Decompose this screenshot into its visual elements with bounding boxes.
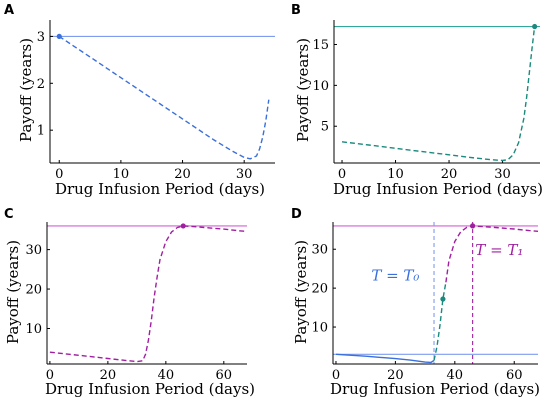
panel-c-marker bbox=[180, 223, 186, 229]
panel-b-ylabel: Payoff (years) bbox=[294, 38, 312, 142]
panel-a: A 0 10 20 30 1 2 3 Drug Infusion Period (days)… bbox=[4, 3, 275, 198]
panel-a-x-tick-label: 20 bbox=[174, 167, 191, 182]
panel-d-x-tick-label: 40 bbox=[447, 368, 464, 383]
panel-d-y-tick-label: 20 bbox=[311, 282, 328, 297]
panel-c-y-tick-label: 20 bbox=[25, 283, 42, 298]
panel-d-series-line bbox=[433, 282, 447, 361]
panel-d-x-tick-label: 60 bbox=[506, 368, 523, 383]
panel-d-marker bbox=[440, 296, 446, 302]
panel-b-marker bbox=[532, 23, 538, 30]
panel-a-letter: A bbox=[4, 3, 14, 18]
panel-a-y-tick-label: 3 bbox=[37, 30, 45, 45]
panel-c-series-line bbox=[49, 225, 248, 363]
panel-b-x-tick-label: 20 bbox=[441, 167, 458, 182]
panel-d: D 0 20 40 60 10 20 30 T = T₀ T = T₁ Drug Infusio… bbox=[291, 207, 540, 398]
panel-d-series-line bbox=[335, 353, 435, 364]
panel-a-xlabel: Drug Infusion Period (days) bbox=[55, 180, 265, 198]
panel-c-x-tick-label: 0 bbox=[46, 368, 54, 383]
panel-a-ylabel: Payoff (years) bbox=[17, 38, 35, 142]
panel-d-annotation: T = T₁ bbox=[475, 241, 523, 259]
panel-b-plot: 0 10 20 30 5 10 15 bbox=[312, 20, 540, 182]
panel-d-letter: D bbox=[291, 207, 302, 222]
panel-b-letter: B bbox=[291, 3, 301, 18]
panel-a-marker bbox=[56, 33, 62, 40]
panel-c-x-tick-label: 40 bbox=[158, 368, 175, 383]
panel-d-marker bbox=[470, 223, 476, 229]
panel-c-xlabel: Drug Infusion Period (days) bbox=[45, 380, 255, 398]
panel-d-annotation: T = T₀ bbox=[371, 266, 419, 284]
panel-d-x-tick-label: 20 bbox=[387, 368, 404, 383]
panel-a-x-tick-label: 30 bbox=[236, 167, 253, 182]
panel-a-x-tick-label: 10 bbox=[113, 167, 130, 182]
panel-d-x-tick-label: 0 bbox=[332, 368, 340, 383]
panel-a-x-tick-label: 0 bbox=[55, 167, 63, 182]
panel-d-xlabel: Drug Infusion Period (days) bbox=[330, 380, 540, 398]
panel-d-y-tick-label: 10 bbox=[311, 321, 328, 336]
panel-d-y-tick-label: 30 bbox=[311, 243, 328, 258]
panel-a-y-tick-label: 1 bbox=[37, 124, 45, 139]
panel-b-y-tick-label: 10 bbox=[312, 79, 329, 94]
panel-b-x-tick-label: 30 bbox=[494, 167, 511, 182]
panel-a-plot: 0 10 20 30 1 2 3 bbox=[37, 20, 275, 182]
panel-c-x-tick-label: 20 bbox=[100, 368, 117, 383]
panel-b: B 0 10 20 30 5 10 15 Drug Infusion Period (day… bbox=[291, 3, 543, 198]
panel-a-y-tick-label: 2 bbox=[37, 77, 45, 92]
panel-d-plot: 0 20 40 60 10 20 30 T = T₀ T = T₁ bbox=[311, 222, 539, 383]
panel-b-xlabel: Drug Infusion Period (days) bbox=[333, 180, 543, 198]
panel-b-x-tick-label: 10 bbox=[387, 167, 404, 182]
panel-c-letter: C bbox=[4, 207, 14, 222]
panel-a-series-line bbox=[58, 35, 270, 160]
panel-b-y-tick-label: 5 bbox=[321, 120, 329, 135]
panel-c-x-tick-label: 60 bbox=[216, 368, 233, 383]
panel-c-plot: 0 20 40 60 10 20 30 bbox=[25, 222, 248, 383]
panel-b-y-tick-label: 15 bbox=[312, 38, 329, 53]
panel-c-y-tick-label: 10 bbox=[25, 322, 42, 337]
panel-b-series-line bbox=[341, 26, 536, 162]
panel-b-x-tick-label: 0 bbox=[338, 167, 346, 182]
panel-c-ylabel: Payoff (years) bbox=[4, 240, 22, 344]
panel-d-ylabel: Payoff (years) bbox=[292, 240, 310, 344]
panel-c-y-tick-label: 30 bbox=[25, 243, 42, 258]
panel-c: C 0 20 40 60 10 20 30 Drug Infusion Period (da… bbox=[4, 207, 255, 398]
